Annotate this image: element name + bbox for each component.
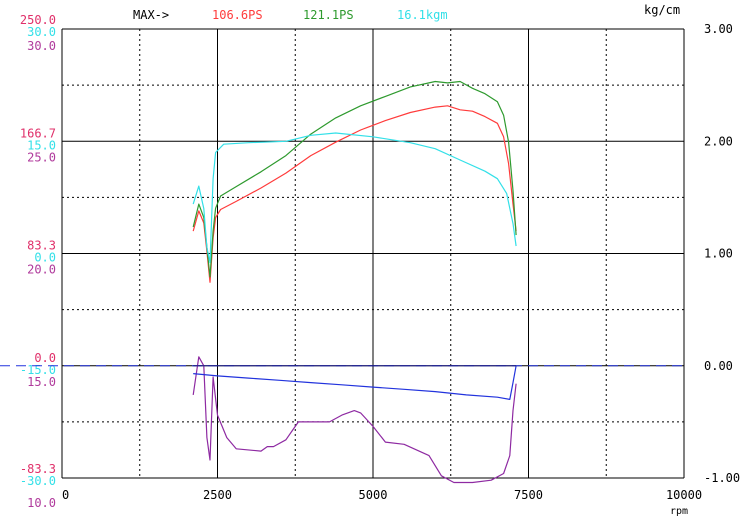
series-line-ps-0 — [192, 105, 517, 283]
max-power-green: 121.1PS — [303, 8, 354, 22]
x-axis-ticks: 0 2500 5000 7500 10000 — [62, 488, 702, 502]
x-axis-unit: rpm — [670, 506, 688, 517]
torque-axis-tick-label: -30.0 — [20, 474, 56, 488]
ps-axis-tick-label: -83.3 — [20, 462, 56, 476]
x-axis-tick-label: 0 — [62, 488, 69, 502]
afr-axis-tick-label: 30.0 — [27, 39, 56, 53]
torque-axis-tick-label: 0.0 — [34, 251, 56, 265]
x-axis-tick-label: 2500 — [203, 488, 232, 502]
right-axis-tick-label: 3.00 — [704, 22, 733, 36]
right-axis-tick-label: 2.00 — [704, 134, 733, 148]
torque-axis-tick-label: 30.0 — [27, 25, 56, 39]
right-axis-ticks: 3.00 2.00 1.00 0.00 -1.00 — [704, 22, 740, 485]
ps-axis-tick-label: 166.7 — [20, 126, 56, 140]
ps-axis-tick-label: 83.3 — [27, 239, 56, 253]
torque-axis-tick-label: -15.0 — [20, 363, 56, 377]
x-axis-tick-label: 10000 — [666, 488, 702, 502]
series-line-torque-2 — [192, 132, 517, 264]
right-axis-tick-label: -1.00 — [704, 471, 740, 485]
right-axis-tick-label: 1.00 — [704, 247, 733, 261]
torque-axis-tick-label: 15.0 — [27, 138, 56, 152]
right-axis-unit: kg/cm — [644, 3, 680, 17]
series-line-ps-1 — [192, 80, 517, 278]
left-axis-ticks: 250.030.030.0166.715.025.083.30.020.00.0… — [20, 13, 56, 510]
ps-axis-tick-label: 0.0 — [34, 351, 56, 365]
x-axis-tick-label: 5000 — [359, 488, 388, 502]
right-axis-tick-label: 0.00 — [704, 359, 733, 373]
max-torque-cyan: 16.1kgm — [397, 8, 448, 22]
afr-axis-tick-label: 10.0 — [27, 496, 56, 510]
afr-axis-tick-label: 20.0 — [27, 263, 56, 277]
max-power-red: 106.6PS — [212, 8, 263, 22]
afr-axis-tick-label: 25.0 — [27, 150, 56, 164]
series-group — [192, 80, 517, 484]
series-line-boost-4 — [193, 365, 517, 400]
x-axis-tick-label: 7500 — [514, 488, 543, 502]
series-line-afr-3 — [192, 356, 517, 484]
ps-axis-tick-label: 250.0 — [20, 13, 56, 27]
max-label: MAX-> — [133, 8, 169, 22]
grid — [61, 28, 685, 479]
afr-axis-tick-label: 15.0 — [27, 375, 56, 389]
chart-header: MAX-> 106.6PS 121.1PS 16.1kgm kg/cm rpm — [133, 3, 688, 517]
